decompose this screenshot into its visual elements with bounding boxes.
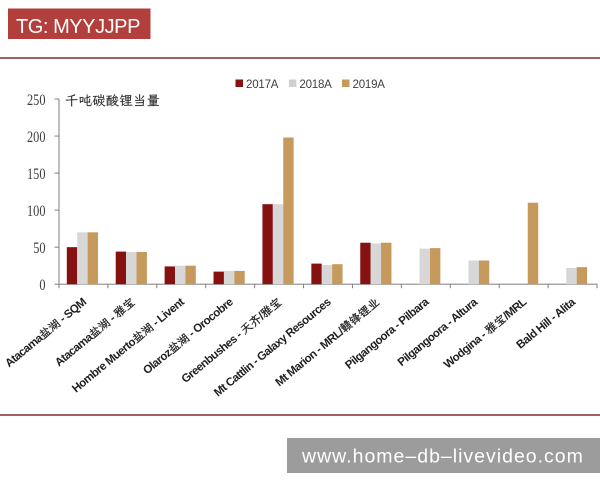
svg-text:100: 100 [27, 203, 45, 221]
svg-text:250: 250 [27, 91, 45, 109]
svg-text:TG: MYYJJPP: TG: MYYJJPP [16, 16, 140, 38]
svg-text:2018A: 2018A [299, 79, 332, 91]
svg-text:2017A: 2017A [246, 79, 279, 91]
svg-text:150: 150 [27, 166, 45, 184]
svg-text:/: / [257, 310, 268, 322]
svg-text:200: 200 [27, 129, 45, 147]
svg-text:2019A: 2019A [353, 79, 386, 91]
svg-text:www.home–db–livevideo.com: www.home–db–livevideo.com [301, 446, 584, 468]
svg-text:0: 0 [39, 277, 45, 295]
svg-text:50: 50 [33, 240, 45, 258]
